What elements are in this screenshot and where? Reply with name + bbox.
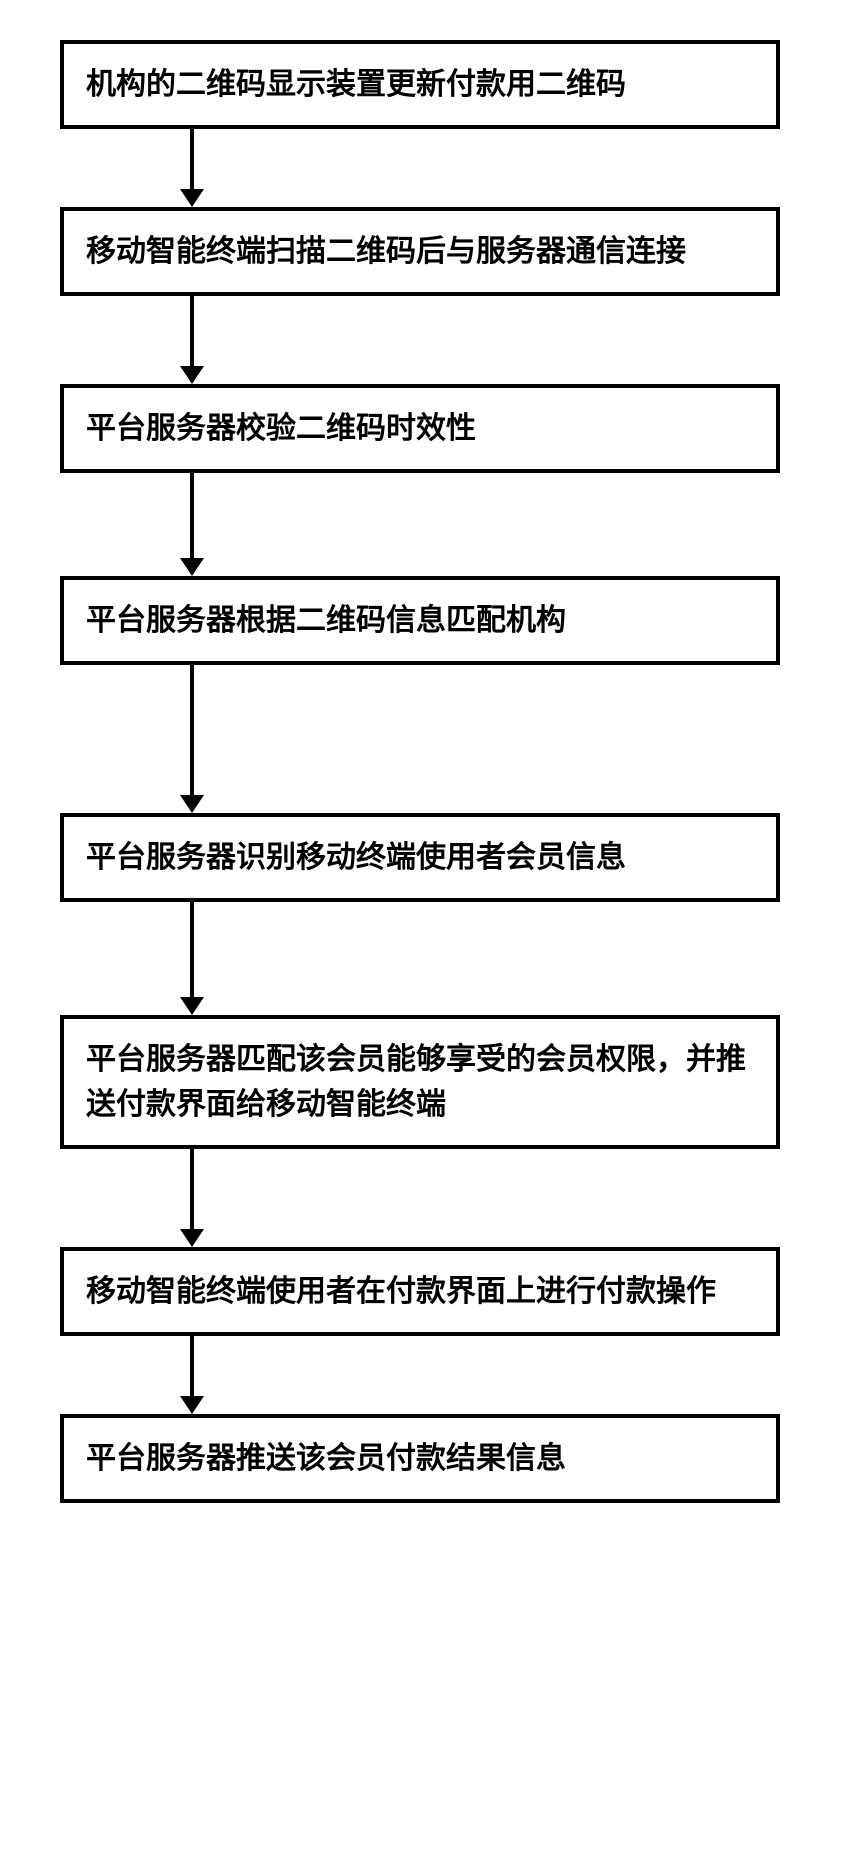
step-text: 平台服务器根据二维码信息匹配机构	[86, 604, 566, 637]
arrow-head-icon	[180, 366, 204, 384]
arrow-7	[180, 1336, 204, 1414]
arrow-line	[190, 129, 194, 189]
step-text: 平台服务器匹配该会员能够享受的会员权限，并推送付款界面给移动智能终端	[86, 1043, 746, 1121]
flowchart-step-5: 平台服务器识别移动终端使用者会员信息	[60, 813, 780, 902]
step-text: 平台服务器识别移动终端使用者会员信息	[86, 841, 626, 874]
step-text: 移动智能终端使用者在付款界面上进行付款操作	[86, 1275, 716, 1308]
flowchart-step-2: 移动智能终端扫描二维码后与服务器通信连接	[60, 207, 780, 296]
arrow-4	[180, 665, 204, 813]
arrow-head-icon	[180, 558, 204, 576]
flowchart-step-4: 平台服务器根据二维码信息匹配机构	[60, 576, 780, 665]
flowchart-step-8: 平台服务器推送该会员付款结果信息	[60, 1414, 780, 1503]
arrow-line	[190, 473, 194, 558]
flowchart-step-6: 平台服务器匹配该会员能够享受的会员权限，并推送付款界面给移动智能终端	[60, 1015, 780, 1149]
arrow-3	[180, 473, 204, 576]
step-text: 平台服务器推送该会员付款结果信息	[86, 1442, 566, 1475]
arrow-line	[190, 665, 194, 795]
arrow-5	[180, 902, 204, 1015]
arrow-head-icon	[180, 1229, 204, 1247]
step-text: 平台服务器校验二维码时效性	[86, 412, 476, 445]
flowchart-container: 机构的二维码显示装置更新付款用二维码 移动智能终端扫描二维码后与服务器通信连接 …	[60, 40, 782, 1503]
arrow-line	[190, 1149, 194, 1229]
arrow-line	[190, 296, 194, 366]
arrow-6	[180, 1149, 204, 1247]
flowchart-step-1: 机构的二维码显示装置更新付款用二维码	[60, 40, 780, 129]
flowchart-step-7: 移动智能终端使用者在付款界面上进行付款操作	[60, 1247, 780, 1336]
arrow-line	[190, 1336, 194, 1396]
arrow-head-icon	[180, 795, 204, 813]
arrow-1	[180, 129, 204, 207]
arrow-line	[190, 902, 194, 997]
step-text: 移动智能终端扫描二维码后与服务器通信连接	[86, 235, 686, 268]
arrow-head-icon	[180, 1396, 204, 1414]
arrow-head-icon	[180, 997, 204, 1015]
arrow-2	[180, 296, 204, 384]
arrow-head-icon	[180, 189, 204, 207]
flowchart-step-3: 平台服务器校验二维码时效性	[60, 384, 780, 473]
step-text: 机构的二维码显示装置更新付款用二维码	[86, 68, 626, 101]
